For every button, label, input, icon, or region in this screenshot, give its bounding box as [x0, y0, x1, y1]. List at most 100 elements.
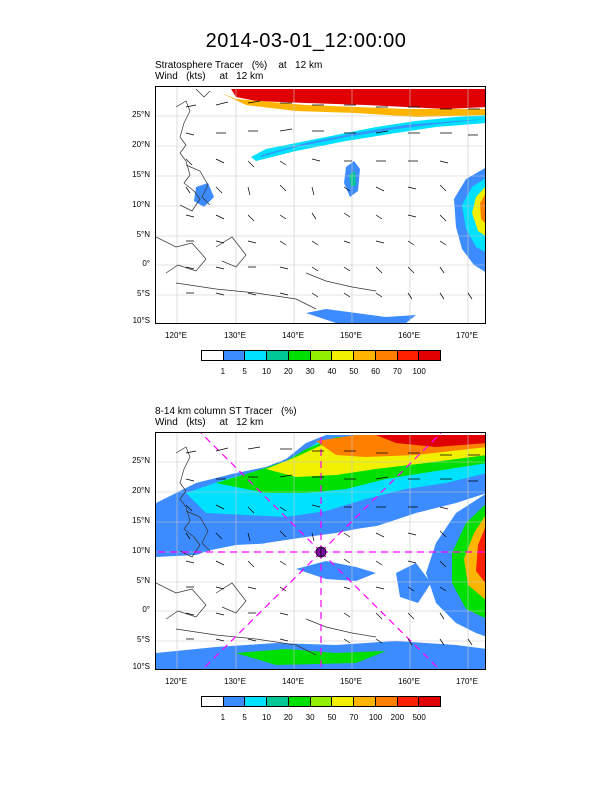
- colorbar-swatch: [354, 697, 376, 706]
- panel1-colorbar: [201, 350, 441, 361]
- colorbar-tick-label: 200: [390, 713, 405, 722]
- colorbar-swatch: [267, 351, 289, 360]
- colorbar-tick-label: 40: [327, 367, 337, 376]
- storm-center-marker: [315, 546, 327, 558]
- panel1-lat-label: 5°S: [137, 289, 150, 298]
- panel2-lat-label: 0°: [142, 605, 150, 614]
- colorbar-tick-label: 10: [262, 713, 271, 722]
- colorbar-swatch: [419, 697, 441, 706]
- tracer-column-band: [296, 561, 376, 581]
- colorbar-swatch: [375, 697, 398, 706]
- colorbar-swatch: [288, 351, 311, 360]
- colorbar-swatch: [354, 351, 376, 360]
- panel2-lat-label: 15°N: [132, 516, 150, 525]
- colorbar-swatch: [223, 351, 246, 360]
- colorbar-tick-label: 20: [283, 367, 293, 376]
- tracer-south-region: [306, 309, 416, 323]
- panel1-lon-label: 140°E: [282, 331, 304, 340]
- colorbar-tick-label: 1: [220, 713, 226, 722]
- panel2-wind-barbs: [185, 446, 480, 646]
- tracer-high-region: [231, 89, 485, 109]
- colorbar-swatch: [202, 697, 224, 706]
- colorbar-tick-label: 1: [220, 367, 226, 376]
- panel1-wind-barbs: [185, 100, 480, 300]
- panel2-lon-label: 150°E: [340, 677, 362, 686]
- panel1-title-line1: Stratosphere Tracer (%) at 12 km: [155, 60, 323, 71]
- colorbar-swatch: [397, 351, 420, 360]
- panel2-map: [155, 432, 486, 670]
- colorbar-tick-label: 10: [262, 367, 271, 376]
- panel1-lat-label: 25°N: [132, 110, 150, 119]
- colorbar-tick-label: 60: [371, 367, 380, 376]
- colorbar-swatch: [375, 351, 398, 360]
- colorbar-tick-label: 50: [327, 713, 337, 722]
- panel2-lon-label: 170°E: [456, 677, 478, 686]
- colorbar-swatch: [202, 351, 224, 360]
- panel2-lat-label: 20°N: [132, 486, 150, 495]
- panel2-lat-label: 10°S: [132, 662, 150, 671]
- panel2-lon-label: 160°E: [398, 677, 420, 686]
- panel1-lon-label: 160°E: [398, 331, 420, 340]
- colorbar-swatch: [245, 351, 268, 360]
- colorbar-tick-label: 70: [349, 713, 359, 722]
- panel1-lat-label: 5°N: [136, 230, 150, 239]
- panel1-lon-label: 170°E: [456, 331, 478, 340]
- panel1-colorbar-labels: 1 5 10 20 30 40 50 60 70 100: [201, 367, 441, 379]
- colorbar-swatch: [332, 697, 355, 706]
- tracer-column-east-core: [464, 516, 485, 600]
- tracer-east-peak: [480, 194, 485, 223]
- colorbar-swatch: [310, 697, 333, 706]
- colorbar-swatch: [245, 697, 268, 706]
- panel1-lat-label: 10°N: [132, 200, 150, 209]
- panel1-coastlines: [156, 88, 377, 310]
- tracer-column-peak: [376, 435, 485, 447]
- panel2-lon-label: 130°E: [224, 677, 246, 686]
- colorbar-swatch: [223, 697, 246, 706]
- panel2-map-canvas: [156, 433, 485, 669]
- colorbar-tick-label: 20: [283, 713, 293, 722]
- colorbar-tick-label: 5: [242, 713, 247, 722]
- colorbar-tick-label: 50: [349, 367, 359, 376]
- tracer-east-core: [472, 187, 485, 236]
- panel2-colorbar: [201, 696, 441, 707]
- colorbar-tick-label: 5: [242, 367, 247, 376]
- panel1-lon-label: 130°E: [224, 331, 246, 340]
- panel2-lat-label: 10°N: [132, 546, 150, 555]
- panel2-lon-label: 140°E: [282, 677, 304, 686]
- panel2-title-line1: 8-14 km column ST Tracer (%): [155, 406, 297, 417]
- colorbar-swatch: [332, 351, 355, 360]
- panel1-gridlines: [156, 87, 485, 323]
- panel2-title-line2: Wind (kts) at 12 km: [155, 417, 264, 428]
- tracer-column-blob: [396, 563, 431, 603]
- tracer-mid-region: [221, 93, 485, 117]
- colorbar-swatch: [310, 351, 333, 360]
- colorbar-tick-label: 100: [368, 713, 383, 722]
- panel1-title-line2: Wind (kts) at 12 km: [155, 71, 264, 82]
- colorbar-tick-label: 100: [412, 367, 426, 376]
- panel1-lat-label: 20°N: [132, 140, 150, 149]
- panel1-header: Stratosphere Tracer (%) at 12 km Wind (kt…: [155, 60, 322, 82]
- panel1-map-canvas: [156, 87, 485, 323]
- panel2-lat-label: 25°N: [132, 456, 150, 465]
- panel1-map: [155, 86, 486, 324]
- colorbar-tick-label: 30: [305, 713, 315, 722]
- panel1-lat-label: 0°: [142, 259, 150, 268]
- tracer-column-south-mid: [236, 649, 386, 665]
- tracer-column-east-peak: [476, 527, 485, 583]
- colorbar-swatch: [397, 697, 420, 706]
- panel1-lat-label: 15°N: [132, 170, 150, 179]
- tracer-streak: [251, 115, 485, 161]
- colorbar-tick-label: 30: [305, 367, 315, 376]
- panel1-lon-label: 120°E: [165, 331, 187, 340]
- panel1-lat-label: 10°S: [132, 316, 150, 325]
- main-title: 2014-03-01_12:00:00: [205, 30, 407, 52]
- colorbar-tick-label: 70: [392, 367, 402, 376]
- storm-radial-lines: [156, 433, 485, 669]
- panel2-lat-label: 5°N: [136, 576, 150, 585]
- panel2-lon-label: 120°E: [165, 677, 187, 686]
- panel2-coastlines: [156, 446, 377, 656]
- colorbar-swatch: [267, 697, 289, 706]
- panel2-colorbar-labels: 1 5 10 20 30 50 70 100 200 500: [201, 713, 441, 725]
- tracer-blob-core: [349, 171, 356, 187]
- panel1-lon-label: 150°E: [340, 331, 362, 340]
